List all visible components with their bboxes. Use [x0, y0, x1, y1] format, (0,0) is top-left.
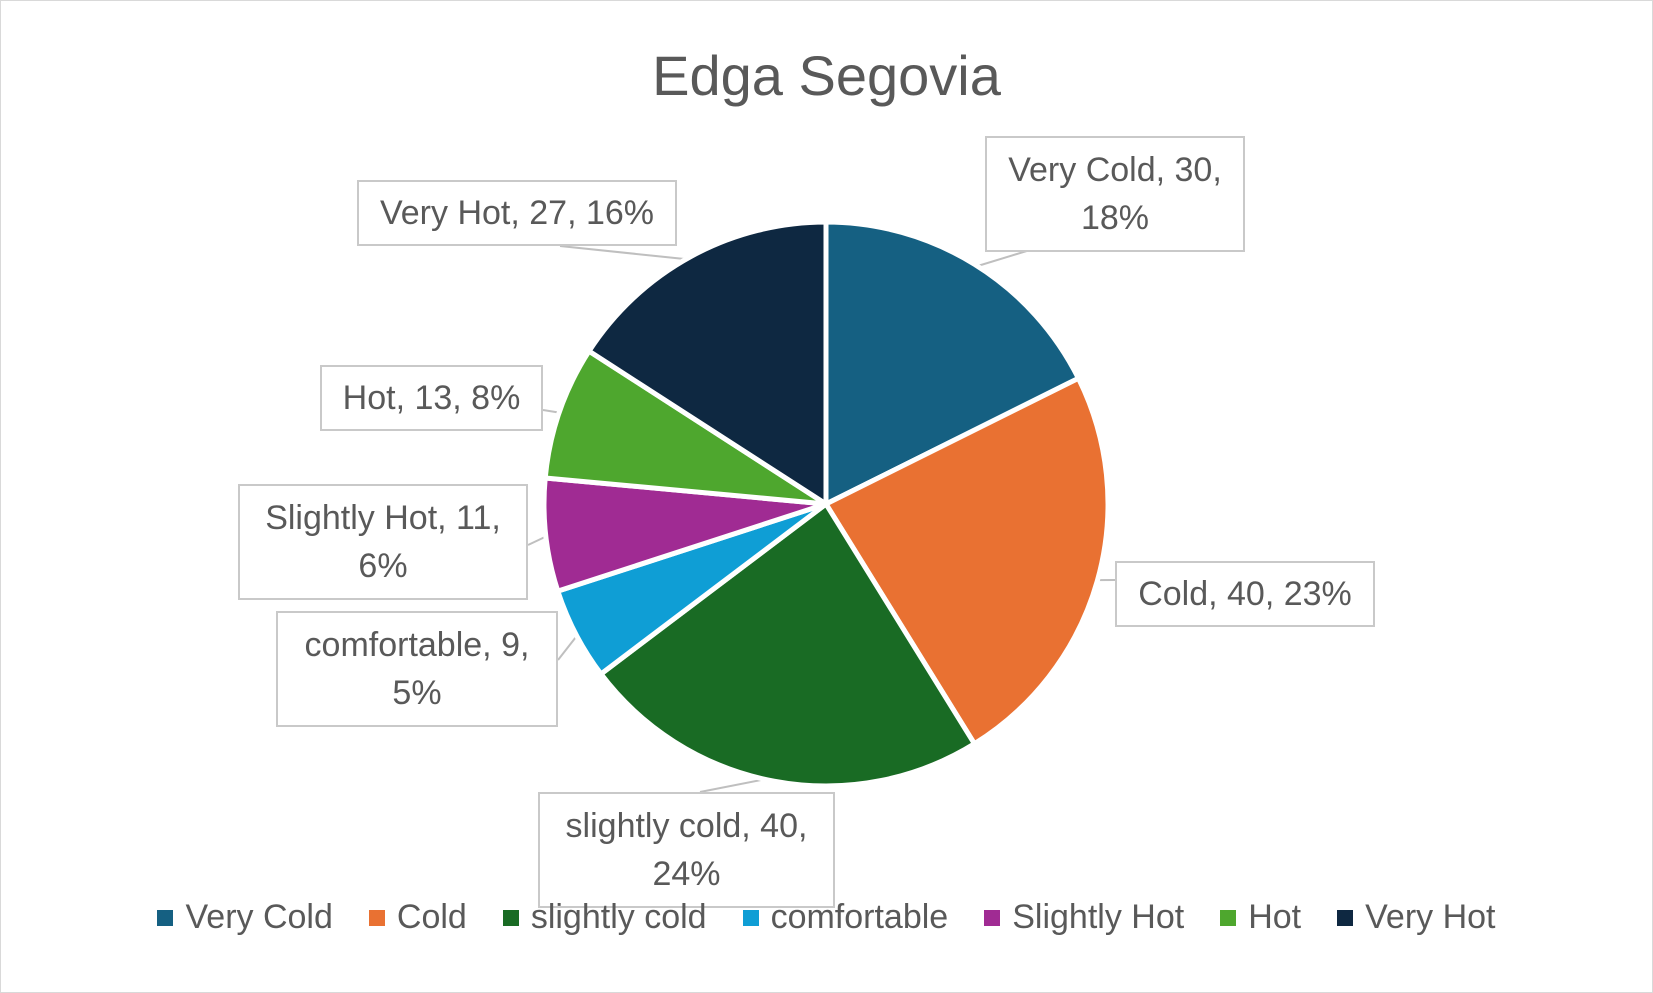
leader-line-very-cold	[972, 249, 1031, 269]
legend-item-very-hot: Very Hot	[1337, 898, 1496, 937]
data-label-very-hot: Very Hot, 27, 16%	[357, 180, 677, 246]
legend-swatch-slightly-cold	[502, 909, 519, 926]
data-label-comfortable: comfortable, 9, 5%	[276, 611, 558, 727]
chart-legend: Very Cold Cold slightly cold comfortable…	[0, 898, 1653, 937]
leader-line-very-hot	[559, 245, 694, 261]
legend-swatch-slightly-hot	[984, 909, 1001, 926]
legend-label-very-hot: Very Hot	[1365, 898, 1496, 936]
data-label-cold: Cold, 40, 23%	[1115, 561, 1375, 627]
legend-item-slightly-hot: Slightly Hot	[984, 898, 1184, 937]
legend-swatch-cold	[368, 909, 385, 926]
legend-label-hot: Hot	[1248, 898, 1302, 936]
data-label-hot: Hot, 13, 8%	[320, 365, 543, 431]
chart-title: Edga Segovia	[652, 44, 1001, 107]
data-label-very-cold: Very Cold, 30, 18%	[985, 136, 1245, 252]
legend-item-hot: Hot	[1220, 898, 1301, 937]
legend-label-slightly-cold: slightly cold	[530, 898, 707, 936]
legend-label-slightly-hot: Slightly Hot	[1012, 898, 1185, 936]
data-label-slightly-cold: slightly cold, 40, 24%	[538, 792, 835, 908]
legend-label-very-cold: Very Cold	[185, 898, 333, 936]
legend-swatch-very-cold	[157, 909, 174, 926]
pie-slice-very-hot	[586, 219, 829, 507]
legend-swatch-very-hot	[1337, 909, 1354, 926]
legend-item-cold: Cold	[368, 898, 467, 937]
legend-label-cold: Cold	[396, 898, 467, 936]
legend-swatch-hot	[1220, 909, 1237, 926]
legend-item-very-cold: Very Cold	[157, 898, 333, 937]
pie-slice-very-cold	[823, 219, 1081, 507]
pie-slice-slightly-cold	[598, 501, 977, 789]
data-label-slightly-hot: Slightly Hot, 11, 6%	[238, 484, 528, 600]
pie-slice-hot	[542, 348, 829, 507]
legend-item-slightly-cold: slightly cold	[502, 898, 707, 937]
legend-swatch-comfortable	[742, 909, 759, 926]
pie-slice-cold	[823, 375, 1111, 747]
legend-item-comfortable: comfortable	[742, 898, 949, 937]
legend-label-comfortable: comfortable	[770, 898, 949, 936]
